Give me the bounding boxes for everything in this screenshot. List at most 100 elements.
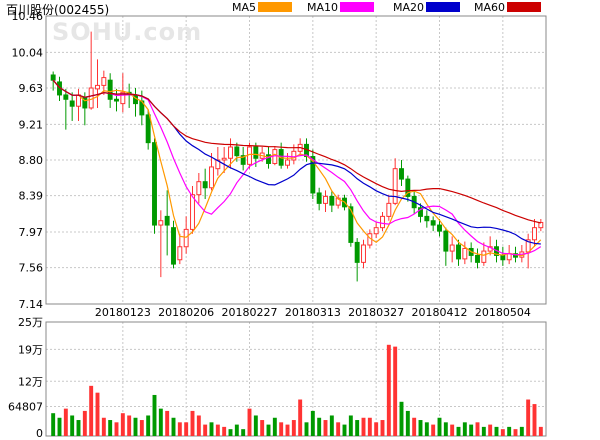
volume-bar-up [215, 424, 220, 436]
price-ytick-label: 7.97 [19, 226, 44, 239]
date-tick-label: 20180206 [158, 306, 214, 319]
sohu-watermark: SOHU.com [52, 18, 203, 46]
volume-bar-up [475, 422, 480, 436]
legend-ma10-label: MA10 [307, 1, 339, 14]
ma5-line [52, 79, 542, 257]
legend-ma60-swatch [507, 2, 542, 12]
candle-up [215, 159, 221, 170]
volume-bar-down [342, 424, 347, 436]
volume-bar-up [114, 422, 119, 436]
price-ytick-label: 7.14 [19, 298, 44, 311]
volume-bar-up [361, 417, 366, 436]
candle-down [114, 98, 119, 102]
candle-up [323, 195, 328, 204]
volume-ytick-label: 64807 [8, 400, 43, 413]
candle-down [405, 178, 411, 197]
ma20-line [52, 79, 541, 245]
volume-bar-down [519, 426, 524, 436]
volume-bar-down [469, 424, 474, 436]
price-ytick-label: 9.21 [19, 118, 44, 131]
volume-bar-up [120, 413, 125, 436]
volume-ytick-label: 19万 [18, 343, 43, 356]
candle-up [481, 250, 487, 263]
legend-ma5-swatch [258, 2, 293, 12]
volume-bar-up [532, 404, 537, 436]
legend-ma5: MA5 [232, 1, 293, 14]
legend-ma10-swatch [340, 2, 375, 12]
volume-bar-up [260, 420, 265, 436]
price-ytick-label: 8.80 [19, 154, 44, 167]
volume-bar-up [380, 420, 385, 436]
volume-bar-up [412, 417, 417, 436]
candle-down [69, 100, 75, 107]
volume-bar-up [279, 422, 284, 436]
volume-bar-down [507, 426, 512, 436]
candle-up [373, 227, 379, 235]
candle-down [443, 230, 449, 252]
date-tick-label: 20180123 [95, 306, 151, 319]
ma60-line [52, 79, 541, 224]
volume-bar-up [95, 392, 100, 436]
candle-up [380, 215, 385, 229]
volume-bar-down [146, 415, 151, 436]
volume-bar-up [374, 422, 379, 436]
candle-down [152, 142, 157, 226]
volume-bar-down [443, 422, 448, 436]
candle-up [196, 181, 202, 196]
volume-bar-down [266, 424, 271, 436]
volume-bar-down [253, 415, 258, 436]
candle-down [354, 241, 360, 263]
volume-bar-up [513, 429, 518, 436]
candle-down [240, 155, 246, 165]
volume-bar-up [291, 420, 296, 436]
volume-bar-down [348, 415, 353, 436]
legend-ma5-label: MA5 [232, 1, 257, 14]
candle-up [95, 84, 100, 90]
candle-up [506, 253, 512, 261]
candle-up [247, 146, 252, 165]
price-panel-frame [45, 15, 547, 305]
candle-down [316, 192, 322, 204]
volume-bar-down [57, 417, 62, 436]
volume-bar-down [437, 417, 442, 436]
volume-bar-up [431, 424, 436, 436]
candle-down [424, 215, 430, 222]
volume-bar-down [209, 422, 214, 436]
stock-title: 百川股份(002455) [6, 3, 110, 17]
volume-bar-up [526, 399, 531, 436]
volume-bar-down [108, 420, 113, 436]
date-tick-label: 20180327 [348, 306, 404, 319]
volume-bar-down [462, 422, 467, 436]
candle-up [532, 227, 537, 241]
candle-down [329, 195, 335, 206]
volume-bar-up [247, 408, 252, 436]
volume-ytick-label: 0 [36, 427, 43, 440]
volume-bar-down [272, 417, 277, 436]
candle-up [386, 202, 392, 217]
volume-bar-down [329, 415, 334, 436]
candle-up [221, 157, 227, 161]
volume-bar-up [177, 422, 182, 436]
candle-down [456, 244, 461, 260]
candle-up [462, 247, 468, 260]
ma10-line [52, 79, 542, 256]
volume-panel-frame [45, 321, 547, 437]
candle-down [310, 156, 316, 194]
volume-bar-up [184, 422, 189, 436]
candle-down [399, 168, 404, 180]
volume-bar-down [171, 417, 176, 436]
candle-down [500, 254, 506, 261]
candle-up [291, 150, 297, 161]
volume-bar-up [190, 410, 195, 436]
volume-bar-down [418, 420, 423, 436]
date-tick-label: 20180313 [285, 306, 341, 319]
candle-up [183, 228, 189, 248]
legend-ma20: MA20 [393, 1, 461, 14]
candle-down [430, 220, 436, 226]
volume-bar-up [386, 344, 391, 436]
volume-bar-up [500, 429, 505, 436]
candle-down [253, 146, 259, 159]
price-ytick-label: 7.56 [19, 262, 44, 275]
candle-down [266, 154, 271, 164]
volume-bar-up [165, 410, 170, 436]
